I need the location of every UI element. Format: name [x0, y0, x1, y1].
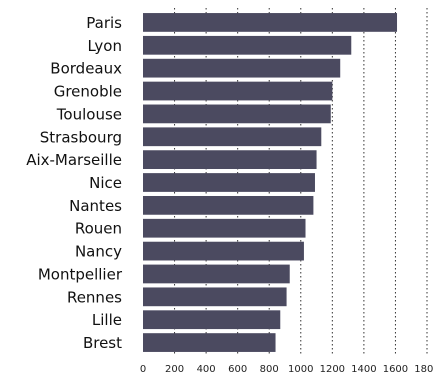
- x-tick-label: 1000: [288, 364, 313, 375]
- category-label: Rouen: [75, 220, 122, 238]
- category-label: Strasbourg: [40, 128, 122, 146]
- category-label: Lille: [92, 311, 122, 329]
- category-labels: Paris Lyon Bordeaux Grenoble Toulouse Strasbo…: [26, 14, 123, 352]
- x-tick-label: 1200: [320, 364, 345, 375]
- x-tick-label: 200: [165, 364, 184, 375]
- x-tick-label: 0: [140, 364, 146, 375]
- bar-nice: [143, 173, 315, 192]
- bar-rennes: [143, 287, 287, 307]
- category-label: Brest: [83, 334, 122, 352]
- x-tick-label: 1600: [383, 364, 408, 375]
- bar-nantes: [143, 195, 314, 215]
- bar-bordeaux: [143, 58, 341, 78]
- bar-strasbourg: [143, 127, 322, 147]
- category-label: Aix-Marseille: [26, 151, 122, 169]
- category-label: Nancy: [75, 243, 122, 261]
- bar-nancy: [143, 241, 304, 261]
- x-tick-label: 1800: [414, 364, 433, 375]
- x-tick-label: 400: [197, 364, 216, 375]
- bar-lyon: [143, 35, 352, 55]
- category-label: Nice: [89, 174, 122, 192]
- bar-paris: [143, 13, 398, 32]
- category-label: Lyon: [87, 37, 122, 55]
- category-label: Montpellier: [38, 265, 123, 283]
- bar-brest: [143, 333, 276, 352]
- category-label: Grenoble: [54, 83, 122, 101]
- bar-lille: [143, 310, 281, 330]
- bar-rouen: [143, 218, 306, 238]
- x-axis-ticks: 0 200 400 600 800 1000 1200 1400 1600 1800: [140, 364, 433, 375]
- category-label: Rennes: [67, 288, 122, 306]
- x-tick-label: 1400: [351, 364, 376, 375]
- category-label: Toulouse: [56, 105, 122, 123]
- x-tick-label: 600: [228, 364, 247, 375]
- bar-grenoble: [143, 81, 333, 101]
- x-tick-label: 800: [260, 364, 279, 375]
- category-label: Bordeaux: [50, 60, 122, 78]
- bar-montpellier: [143, 264, 290, 284]
- category-label: Nantes: [69, 197, 122, 215]
- bars: [143, 13, 398, 352]
- bar-toulouse: [143, 104, 331, 124]
- bar-aix-marseille: [143, 150, 317, 170]
- category-label: Paris: [86, 14, 122, 32]
